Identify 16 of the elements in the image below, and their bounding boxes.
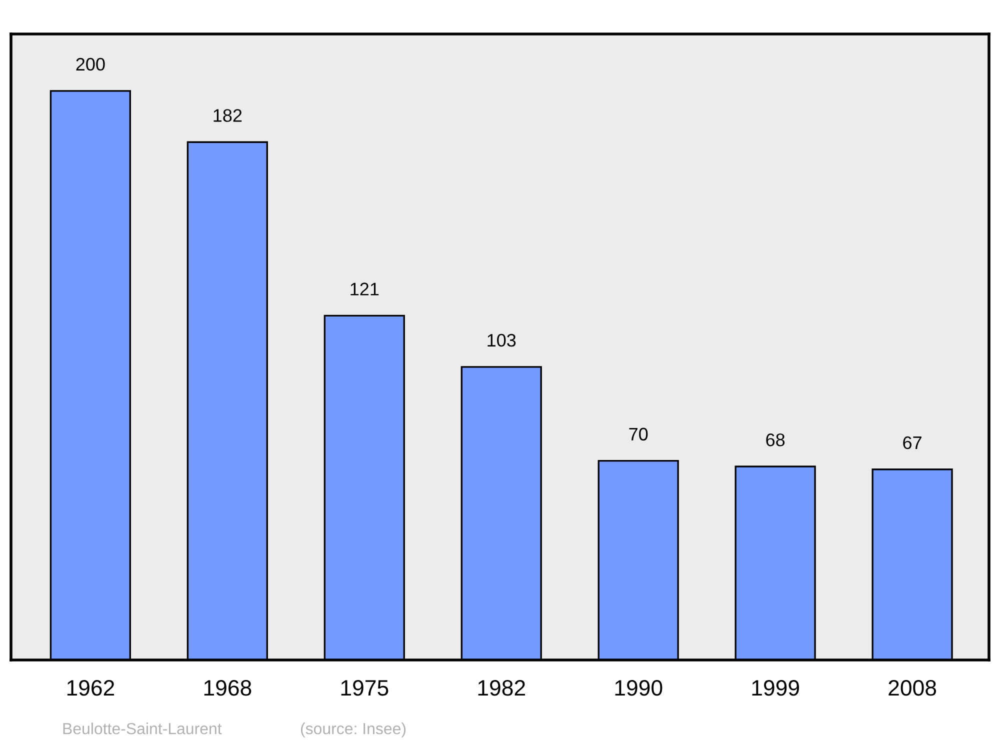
text: Beulotte-Saint-Laurent [63, 722, 222, 734]
x-tick-label: 1990 [615, 680, 662, 696]
data-label: 121 [350, 282, 379, 296]
x-tick-label: 1968 [204, 680, 252, 696]
x-tick-label: 1982 [478, 680, 525, 696]
data-label: 67 [903, 436, 922, 450]
data-label: 68 [766, 433, 785, 446]
data-label: 103 [488, 334, 516, 347]
data-label: 182 [214, 109, 242, 122]
data-label: 200 [76, 58, 105, 71]
text: (source: Insee) [300, 722, 406, 738]
data-label: 70 [629, 428, 648, 441]
x-tick-label: 1975 [341, 680, 388, 696]
x-tick-label: 1962 [67, 680, 114, 696]
x-tick-label: 2008 [888, 680, 936, 696]
x-tick-label: 1999 [752, 680, 799, 696]
